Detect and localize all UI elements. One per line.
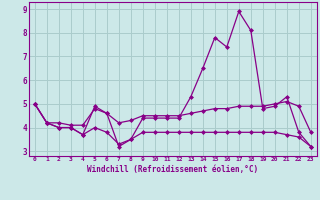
X-axis label: Windchill (Refroidissement éolien,°C): Windchill (Refroidissement éolien,°C) xyxy=(87,165,258,174)
